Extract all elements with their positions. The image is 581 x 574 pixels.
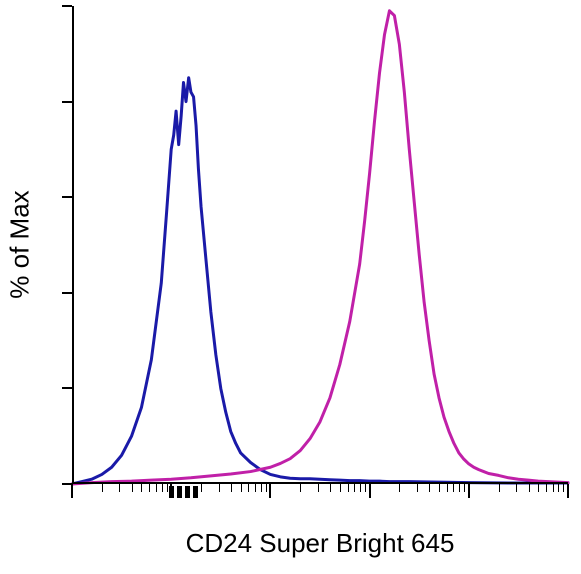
- x-tick-minor: [558, 484, 559, 492]
- x-tick-minor: [219, 484, 220, 492]
- x-tick-minor: [119, 484, 120, 492]
- y-axis-label: % of Max: [5, 6, 36, 484]
- x-tick-minor: [563, 484, 564, 492]
- y-tick: [62, 292, 72, 294]
- x-tick-minor: [248, 484, 249, 492]
- x-tick-major: [71, 484, 73, 498]
- y-axis-line: [72, 6, 74, 484]
- x-tick-major: [567, 484, 569, 498]
- x-tick-minor: [553, 484, 554, 492]
- x-tick-minor: [261, 484, 262, 492]
- x-tick-minor: [201, 484, 202, 492]
- x-tick-minor: [149, 484, 150, 492]
- x-axis-marker: [185, 486, 190, 498]
- x-tick-minor: [348, 484, 349, 492]
- x-tick-minor: [354, 484, 355, 492]
- x-tick-minor: [102, 484, 103, 492]
- x-tick-minor: [360, 484, 361, 492]
- x-tick-minor: [365, 484, 366, 492]
- x-tick-minor: [241, 484, 242, 492]
- x-tick-minor: [538, 484, 539, 492]
- x-tick-minor: [132, 484, 133, 492]
- x-tick-minor: [459, 484, 460, 492]
- x-tick-minor: [453, 484, 454, 492]
- x-tick-minor: [447, 484, 448, 492]
- curves-svg: [72, 6, 568, 484]
- x-tick-major: [269, 484, 271, 498]
- x-axis-marker: [177, 486, 182, 498]
- x-tick-minor: [340, 484, 341, 492]
- x-tick-minor: [162, 484, 163, 492]
- x-tick-minor: [167, 484, 168, 492]
- x-tick-major: [369, 484, 371, 498]
- x-tick-minor: [156, 484, 157, 492]
- y-tick: [62, 5, 72, 7]
- x-tick-minor: [499, 484, 500, 492]
- y-tick: [62, 101, 72, 103]
- y-tick: [62, 387, 72, 389]
- x-tick-minor: [546, 484, 547, 492]
- x-tick-minor: [330, 484, 331, 492]
- x-axis-label: CD24 Super Bright 645: [72, 528, 568, 559]
- x-tick-minor: [399, 484, 400, 492]
- x-tick-minor: [439, 484, 440, 492]
- plot-area: [72, 6, 568, 484]
- chart-container: % of Max CD24 Super Bright 645: [0, 0, 581, 574]
- y-tick: [62, 196, 72, 198]
- x-tick-minor: [417, 484, 418, 492]
- x-tick-minor: [464, 484, 465, 492]
- x-tick-minor: [231, 484, 232, 492]
- x-tick-minor: [266, 484, 267, 492]
- x-tick-minor: [300, 484, 301, 492]
- series-stained: [72, 11, 568, 484]
- x-tick-minor: [429, 484, 430, 492]
- x-axis-marker: [193, 486, 198, 498]
- x-tick-major: [468, 484, 470, 498]
- x-tick-minor: [516, 484, 517, 492]
- x-axis-line: [72, 482, 568, 484]
- x-axis-marker: [169, 486, 174, 498]
- x-tick-minor: [255, 484, 256, 492]
- x-tick-minor: [141, 484, 142, 492]
- x-tick-minor: [529, 484, 530, 492]
- x-tick-minor: [318, 484, 319, 492]
